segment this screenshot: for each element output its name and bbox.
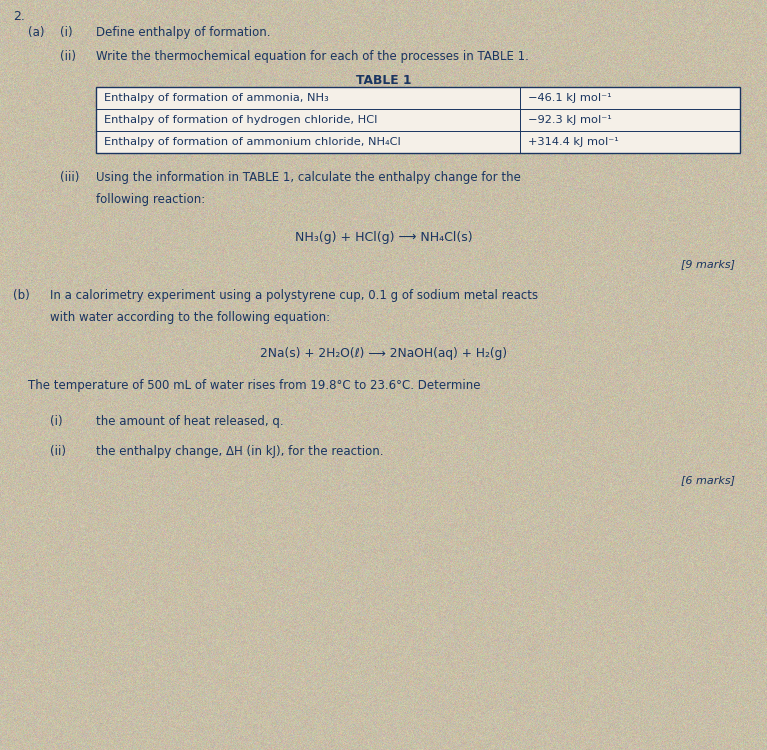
Text: Enthalpy of formation of ammonia, NH₃: Enthalpy of formation of ammonia, NH₃: [104, 93, 329, 103]
Text: (iii): (iii): [60, 171, 79, 184]
Text: Using the information in TABLE 1, calculate the enthalpy change for the: Using the information in TABLE 1, calcul…: [96, 171, 521, 184]
Text: [9 marks]: [9 marks]: [681, 259, 735, 269]
Text: with water according to the following equation:: with water according to the following eq…: [50, 311, 330, 324]
Text: (i): (i): [60, 26, 73, 39]
Text: [6 marks]: [6 marks]: [681, 475, 735, 485]
Text: Define enthalpy of formation.: Define enthalpy of formation.: [96, 26, 271, 39]
Text: (ii): (ii): [50, 445, 66, 458]
Text: (i): (i): [50, 415, 63, 428]
Text: Enthalpy of formation of ammonium chloride, NH₄Cl: Enthalpy of formation of ammonium chlori…: [104, 137, 400, 147]
Text: −46.1 kJ mol⁻¹: −46.1 kJ mol⁻¹: [528, 93, 611, 103]
Text: (a): (a): [28, 26, 44, 39]
Text: −92.3 kJ mol⁻¹: −92.3 kJ mol⁻¹: [528, 115, 612, 125]
Text: Enthalpy of formation of hydrogen chloride, HCl: Enthalpy of formation of hydrogen chlori…: [104, 115, 377, 125]
Text: TABLE 1: TABLE 1: [356, 74, 412, 87]
Text: NH₃(g) + HCl(g) ⟶ NH₄Cl(s): NH₃(g) + HCl(g) ⟶ NH₄Cl(s): [295, 231, 472, 244]
Text: following reaction:: following reaction:: [96, 193, 206, 206]
Text: +314.4 kJ mol⁻¹: +314.4 kJ mol⁻¹: [528, 137, 619, 147]
Bar: [96, 87, 740, 153]
Text: the enthalpy change, ΔH (in kJ), for the reaction.: the enthalpy change, ΔH (in kJ), for the…: [96, 445, 384, 458]
Text: (ii): (ii): [60, 50, 76, 63]
Text: the amount of heat released, q.: the amount of heat released, q.: [96, 415, 284, 428]
Text: The temperature of 500 mL of water rises from 19.8°C to 23.6°C. Determine: The temperature of 500 mL of water rises…: [28, 379, 480, 392]
Text: Write the thermochemical equation for each of the processes in TABLE 1.: Write the thermochemical equation for ea…: [96, 50, 529, 63]
Text: 2.: 2.: [13, 10, 25, 23]
Text: 2Na(s) + 2H₂O(ℓ) ⟶ 2NaOH(aq) + H₂(g): 2Na(s) + 2H₂O(ℓ) ⟶ 2NaOH(aq) + H₂(g): [261, 347, 508, 360]
Text: In a calorimetry experiment using a polystyrene cup, 0.1 g of sodium metal react: In a calorimetry experiment using a poly…: [50, 289, 538, 302]
Text: (b): (b): [13, 289, 30, 302]
